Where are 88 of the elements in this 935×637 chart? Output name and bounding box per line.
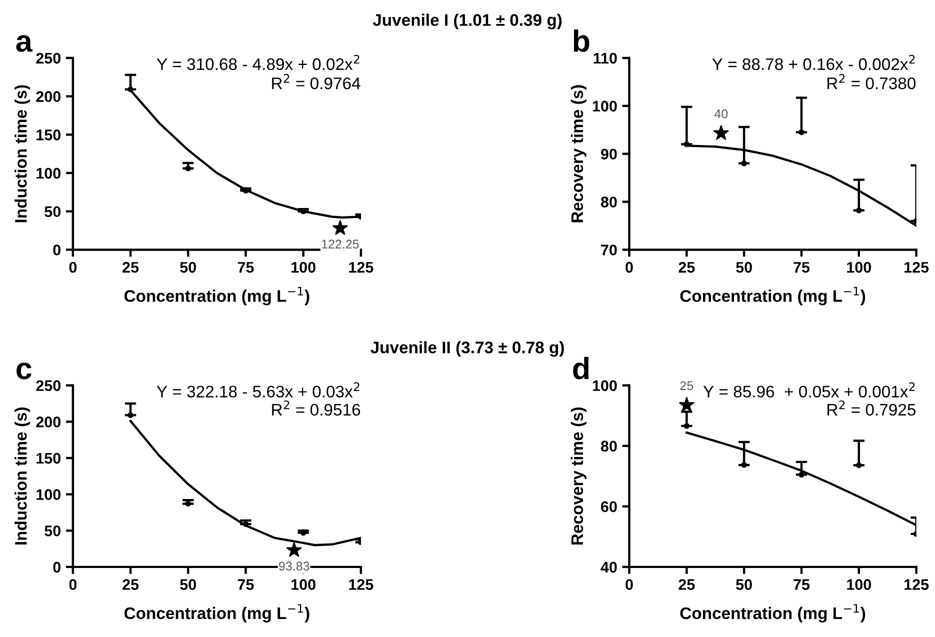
x-tick-label: 100 xyxy=(847,579,872,590)
annotation: 93.83 xyxy=(279,562,310,571)
annotation: Y = 322.18 - 5.63x + 0.03x$^{2}$ xyxy=(156,382,360,398)
y-tick-label: 100 xyxy=(592,380,617,392)
y-tick-label: 110 xyxy=(594,52,617,64)
annotation: Y = 85.96 + 0.05x + 0.001x$^{2}$ xyxy=(703,382,915,398)
text: d xyxy=(573,356,588,380)
x-tick-label: 100 xyxy=(292,579,316,590)
point xyxy=(856,208,862,214)
x-tick-label: 25 xyxy=(122,579,139,590)
x-tick-label: 75 xyxy=(794,262,810,273)
text: b xyxy=(574,29,590,52)
y-tick-label: 80 xyxy=(600,196,617,208)
point xyxy=(741,462,747,468)
y-axis-title: Induction time (s) xyxy=(14,85,30,222)
x-tick-label: 50 xyxy=(736,262,752,273)
annotation: 40 xyxy=(714,109,728,118)
annotation: R$^{2}$ = 0.9764 xyxy=(272,74,360,90)
x-axis-title: Concentration (mg L$^{−1}$) xyxy=(680,604,866,623)
point xyxy=(798,472,804,478)
x-axis-title: Concentration (mg L$^{−1}$) xyxy=(680,286,866,306)
y-tick-label: 150 xyxy=(36,452,60,464)
y-tick-label: 250 xyxy=(36,52,60,64)
text: a xyxy=(16,35,33,52)
annotation: R$^{2}$ = 0.9516 xyxy=(272,400,360,416)
point xyxy=(286,542,302,557)
y-tick-label: 90 xyxy=(600,148,617,160)
annotation: R$^{2}$ = 0.7380 xyxy=(828,74,916,90)
x-tick-label: 0 xyxy=(626,579,633,590)
text: c xyxy=(16,362,32,380)
point xyxy=(684,141,690,148)
y-axis-title: Recovery time (s) xyxy=(570,408,586,545)
point xyxy=(332,220,348,235)
x-tick-label: 75 xyxy=(238,262,254,273)
annotation: 25 xyxy=(680,381,694,390)
y-tick-label: 60 xyxy=(601,501,617,512)
x-tick-label: 50 xyxy=(736,579,752,590)
y-tick-label: 100 xyxy=(36,489,60,500)
y-tick-label: 50 xyxy=(44,206,60,218)
x-axis-title: Concentration (mg L$^{−1}$) xyxy=(124,286,310,306)
x-tick-label: 0 xyxy=(69,262,77,273)
x-tick-label: 50 xyxy=(180,262,196,273)
y-tick-label: 40 xyxy=(600,562,617,573)
point xyxy=(741,160,747,166)
annotation: R$^{2}$ = 0.7925 xyxy=(828,400,916,416)
x-tick-label: 0 xyxy=(69,579,77,590)
y-tick-label: 200 xyxy=(36,91,60,102)
x-tick-label: 25 xyxy=(678,579,695,590)
y-tick-label: 50 xyxy=(44,525,60,536)
point xyxy=(128,412,134,418)
point xyxy=(798,129,804,136)
y-tick-label: 150 xyxy=(36,130,60,140)
y-tick-label: 80 xyxy=(600,440,617,452)
annotation: 122.25 xyxy=(322,240,359,249)
x-tick-label: 125 xyxy=(349,262,374,273)
point xyxy=(185,166,192,172)
point xyxy=(128,86,134,92)
point xyxy=(679,397,694,412)
y-tick-label: 100 xyxy=(592,100,617,112)
annotation: Y = 88.78 + 0.16x - 0.002x$^{2}$ xyxy=(712,54,915,70)
x-tick-label: 125 xyxy=(904,262,929,273)
x-tick-label: 25 xyxy=(678,262,695,273)
x-tick-label: 0 xyxy=(626,262,633,273)
x-tick-label: 75 xyxy=(238,579,254,590)
text: Juvenile I (1.01 ± 0.39 g) xyxy=(372,14,562,30)
y-tick-label: 100 xyxy=(36,168,60,179)
point xyxy=(856,462,862,468)
x-tick-label: 75 xyxy=(794,579,810,590)
y-axis-title: Recovery time (s) xyxy=(570,85,586,222)
x-axis-title: Concentration (mg L$^{−1}$) xyxy=(124,604,310,623)
annotation: Y = 310.68 - 4.89x + 0.02x$^{2}$ xyxy=(156,54,360,70)
y-tick-label: 250 xyxy=(36,380,60,392)
x-tick-label: 100 xyxy=(292,262,316,273)
y-axis-title: Induction time (s) xyxy=(14,408,30,544)
x-tick-label: 100 xyxy=(847,262,872,273)
x-tick-label: 125 xyxy=(904,579,929,590)
point xyxy=(242,521,249,527)
y-tick-label: 0 xyxy=(53,562,60,573)
y-tick-label: 200 xyxy=(36,416,60,428)
y-tick-label: 0 xyxy=(53,244,60,256)
point xyxy=(713,125,729,140)
x-tick-label: 25 xyxy=(122,262,139,273)
text: Juvenile II (3.73 ± 0.78 g) xyxy=(370,341,564,357)
x-tick-label: 125 xyxy=(349,579,374,590)
y-tick-label: 70 xyxy=(601,244,617,256)
point xyxy=(185,500,192,507)
point xyxy=(684,423,690,429)
x-tick-label: 50 xyxy=(180,579,196,590)
